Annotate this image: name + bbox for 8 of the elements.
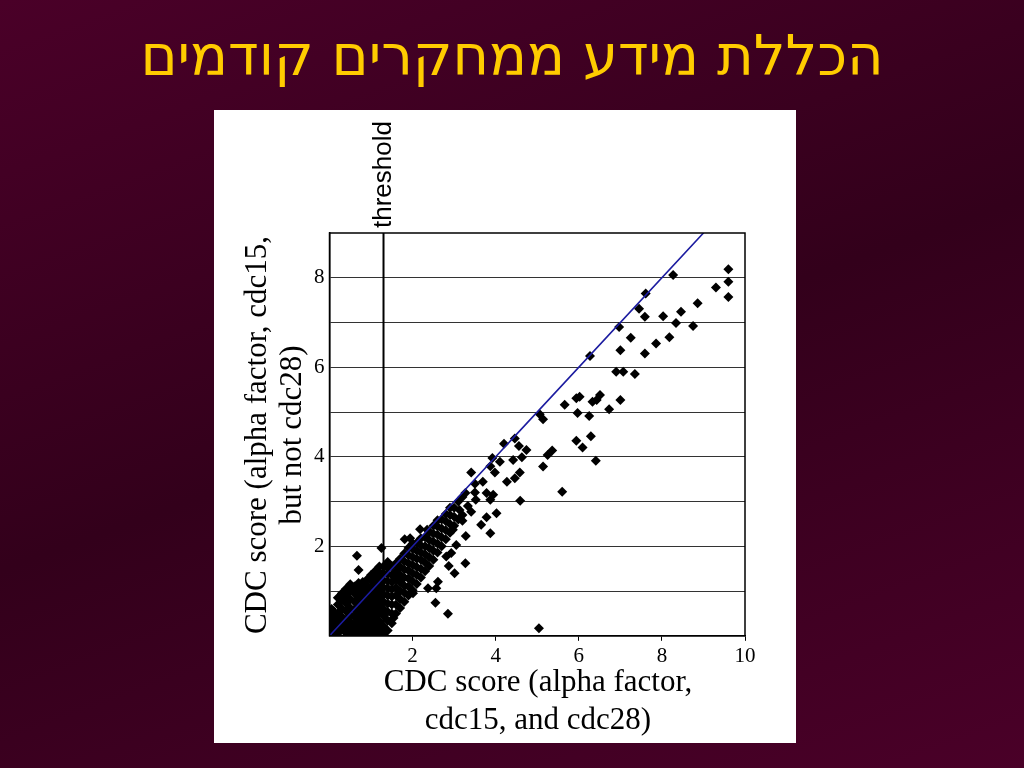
ref-line-label: threshold (366, 121, 397, 228)
y-axis-title: CDC score (alpha factor, cdc15, but not cdc28) (238, 234, 308, 637)
y-tick-label: 8 (314, 264, 325, 289)
y-tick-label: 2 (314, 532, 325, 557)
x-tick-label: 10 (734, 642, 756, 667)
y-tick-label: 6 (314, 353, 325, 378)
y-tick-label: 4 (314, 443, 325, 468)
chart-title: הכללת מידע ממחקרים קודמים (140, 23, 884, 89)
